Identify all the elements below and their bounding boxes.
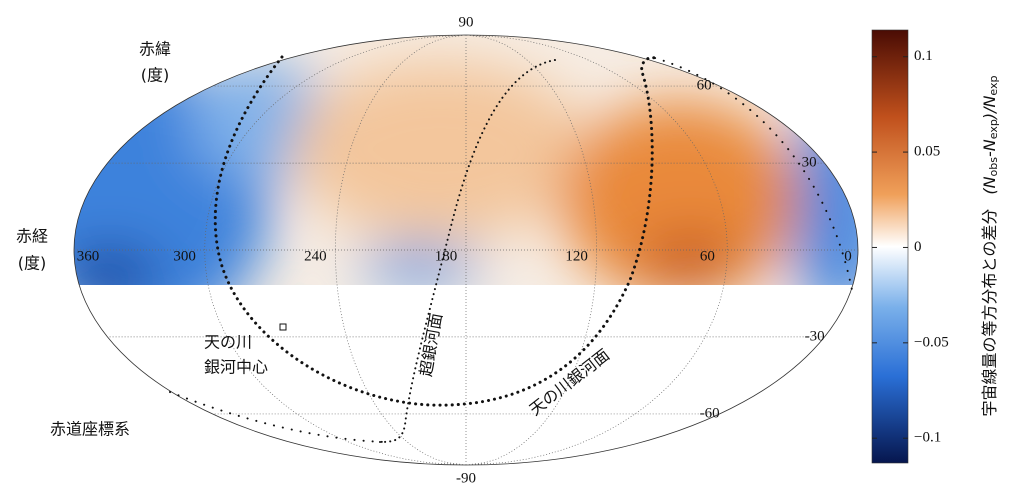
lat-label: 90 [459,14,474,30]
lat-label: -60 [700,405,720,421]
lat-label: 30 [802,155,817,171]
lon-label: 300 [173,248,196,264]
graticule: 90 60 30 -30 -60 -90 360 300 240 180 120 60 0 [74,14,858,486]
meridian [334,34,467,466]
colorbar-tick-label: −0.1 [914,430,941,446]
formula: exp [987,119,1000,139]
galactic-center [279,323,287,331]
lat-label: -90 [456,470,476,486]
ra-title: 赤経 [16,227,48,246]
colorbar-label: 宇宙線量の等方分布との差分(Nobs-Nexp)/Nexp [980,75,1001,416]
formula: )/N [980,96,999,121]
formula: (N [980,176,999,194]
colorbar [871,29,909,464]
ra-unit: (度) [18,254,47,273]
colorbar-tick-label: 0 [914,239,922,255]
colorbar-tick-label: 0.1 [914,48,933,64]
lat-label: -30 [805,328,825,344]
meridian [204,34,467,466]
lat-label: 60 [697,78,712,94]
dec-unit: (度) [141,66,170,85]
colorbar-label-text: 宇宙線量の等方分布との差分 [980,209,999,417]
galactic-plane [213,55,657,407]
lon-label: 60 [700,248,715,264]
supergalactic-plane [379,59,556,443]
lon-label: 120 [565,248,588,264]
meridian [465,34,598,466]
lon-label: 360 [77,248,100,264]
galactic-plane-far [169,57,853,443]
colorbar-tick-label: −0.05 [914,334,949,350]
lon-label: 180 [435,248,458,264]
gc-label: 銀河中心 [204,358,268,377]
gc-label: 天の川 [204,333,252,352]
lon-label: 0 [844,248,852,264]
dec-title: 赤緯 [139,40,171,59]
formula: -N [980,139,999,157]
meridian [465,34,728,466]
system-label: 赤道座標系 [50,420,130,439]
colorbar-tick-label: 0.05 [914,144,940,160]
formula: obs [987,157,1000,177]
lon-label: 240 [304,248,327,264]
formula: exp [987,75,1000,95]
colorbar-ticks: 0.1 0.05 0 −0.05 −0.1 [872,48,949,446]
